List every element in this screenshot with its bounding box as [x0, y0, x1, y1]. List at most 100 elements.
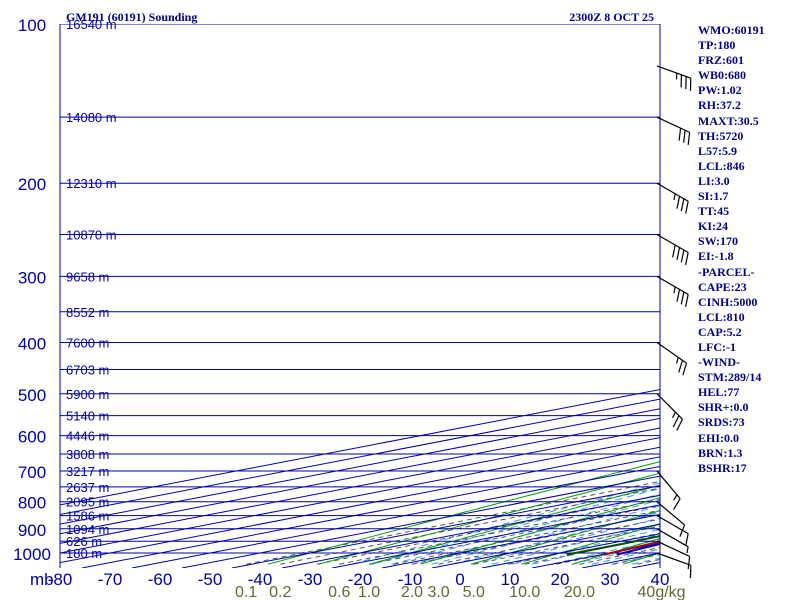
moist-adiabat-line: [411, 499, 660, 565]
mixing-ratio-label: 0.2: [269, 584, 291, 600]
moist-adiabat-line: [391, 493, 660, 565]
index-item: BRN:1.3: [698, 445, 743, 460]
wind-barb: [656, 393, 683, 431]
height-label: 9658 m: [66, 269, 109, 284]
sounding-indices-panel: WMO:60191 TP:180 FRZ:601 WB0:680 PW:1.02 RH:3…: [698, 23, 798, 476]
wind-barb: [656, 275, 689, 307]
temperature-tick-label: -80: [48, 570, 73, 589]
temperature-tick-label: 10: [501, 570, 520, 589]
index-item: CAP:5.2: [698, 324, 742, 339]
index-item: LCL:846: [698, 158, 745, 173]
index-item: WB0:680: [698, 68, 746, 83]
moist-adiabat-line: [511, 528, 660, 565]
mixing-ratio-label: 0.1: [235, 584, 257, 600]
index-item: RH:37.2: [698, 98, 741, 113]
mixing-ratio-label: 2.0: [401, 584, 423, 600]
height-label: 2637 m: [66, 480, 109, 495]
height-label: 180 m: [66, 546, 102, 561]
height-label: 10870 m: [66, 228, 117, 243]
isotherm-line: [60, 408, 660, 525]
temperature-tick-label: -20: [348, 570, 373, 589]
wind-barb: [656, 341, 688, 376]
index-item: EI:-1.8: [698, 249, 734, 264]
index-item: BSHR:17: [698, 460, 747, 475]
grid-lines: [60, 24, 660, 568]
wind-barbs: [656, 65, 692, 578]
wind-barb: [656, 552, 692, 578]
index-item: LI:3.0: [698, 173, 730, 188]
moist-adiabat-line: [451, 511, 660, 565]
height-label: 5140 m: [66, 409, 109, 424]
plot-frame: [59, 24, 661, 568]
pressure-tick-label: 900: [18, 521, 46, 540]
wind-barb: [656, 501, 686, 537]
height-label: 626 m: [66, 534, 102, 549]
temperature-tick-label: 40: [651, 570, 670, 589]
isotherm-line: [131, 465, 660, 568]
index-item: PW:1.02: [698, 83, 742, 98]
pressure-tick-label: 700: [18, 463, 46, 482]
mixing-ratio-label: 5.0: [463, 584, 485, 600]
temperature-tick-label: -10: [398, 570, 423, 589]
index-item: TH:5720: [698, 128, 744, 143]
pressure-tick-label: 800: [18, 494, 46, 513]
pressure-tick-label: 100: [18, 16, 46, 35]
pressure-tick-label: 1000: [13, 545, 51, 564]
mixing-ratio-label: 10.0: [509, 584, 540, 600]
index-item: MAXT:30.5: [698, 113, 759, 128]
mixing-ratio-label: 3.0: [427, 584, 449, 600]
pressure-tick-label: 400: [18, 334, 46, 353]
index-item: CINH:5000: [698, 294, 758, 309]
dry-adiabat-line: [318, 472, 660, 565]
wind-barb: [656, 233, 689, 266]
mixing-ratio-line: [280, 487, 660, 565]
height-label: 7600 m: [66, 335, 109, 350]
temperature-tick-label: 0: [455, 570, 464, 589]
temperature-tick-label: 20: [551, 570, 570, 589]
index-item: SRDS:73: [698, 415, 745, 430]
height-label: 14080 m: [66, 110, 117, 125]
index-item: FRZ:601: [698, 53, 744, 68]
wind-barb: [656, 182, 689, 214]
isotherm-line: [60, 446, 660, 564]
index-item: -PARCEL-: [698, 264, 755, 279]
dry-adiabat-line: [420, 497, 660, 565]
isotherm-line: [81, 456, 660, 568]
wind-barb: [656, 65, 692, 91]
index-item: KI:24: [698, 219, 728, 234]
pressure-tick-label: 200: [18, 175, 46, 194]
index-item: L57:5.9: [698, 143, 737, 158]
wind-barb: [656, 515, 689, 547]
isotherm-line: [60, 437, 660, 554]
index-item: EHI:0.0: [698, 430, 740, 445]
temperature-tick-label: -60: [148, 570, 173, 589]
height-label: 3808 m: [66, 447, 109, 462]
index-item: SHR+:0.0: [698, 400, 749, 415]
pressure-tick-label: 300: [18, 268, 46, 287]
chart-title: GM191 (60191) Sounding: [66, 10, 197, 24]
temperature-tick-label: 30: [601, 570, 620, 589]
height-label: 16540 m: [66, 17, 117, 32]
index-item: HEL:77: [698, 385, 740, 400]
wind-barb: [656, 528, 689, 554]
mixing-ratio-label: 1.0: [358, 584, 380, 600]
isotherm-line: [60, 389, 660, 506]
height-label: 2095 m: [66, 495, 109, 510]
mixing-ratio-line: [246, 480, 660, 565]
index-item: LCL:810: [698, 309, 745, 324]
isotherm-line: [60, 427, 660, 544]
index-item: CAPE:23: [698, 279, 747, 294]
dry-adiabat-line: [470, 510, 660, 565]
height-label: 8552 m: [66, 305, 109, 320]
index-item: TT:45: [698, 204, 730, 219]
pressure-tick-label: 500: [18, 386, 46, 405]
dry-adiabat-line: [369, 484, 660, 565]
temperature-tick-label: -30: [298, 570, 323, 589]
index-item: SI:1.7: [698, 189, 729, 204]
temperature-tick-label: -70: [98, 570, 123, 589]
mixing-ratio-line: [368, 504, 660, 565]
chart-datetime: 2300Z 8 OCT 25: [569, 10, 654, 24]
index-item: SW:170: [698, 234, 739, 249]
